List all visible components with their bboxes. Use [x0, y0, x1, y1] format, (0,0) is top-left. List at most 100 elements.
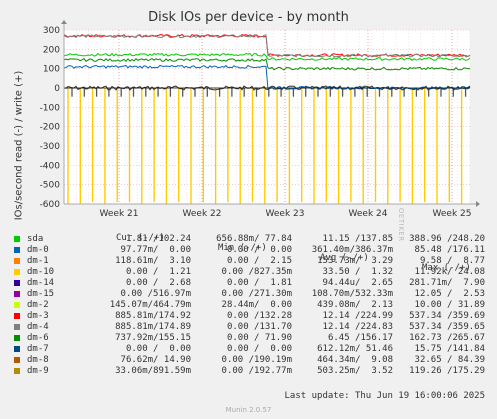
legend-max: 11.92k/ 24.08: [414, 267, 485, 277]
y-tick-label: 200: [43, 45, 60, 55]
chart-plot: 300 200 100 0 -100 -200 -300 -400 -500 -600 Week 2…: [40, 20, 480, 219]
legend-name: dm-9: [27, 366, 49, 376]
header-max: Max (-/+): [422, 263, 471, 273]
header-min: Min (-/+): [218, 243, 267, 253]
legend-avg: 153.73m/ 3.29: [317, 256, 393, 266]
y-tick-label: 100: [43, 65, 60, 75]
y-tick-label: -600: [40, 200, 61, 210]
legend-min: 0.00 / 0.00: [226, 344, 292, 354]
legend-cur: 885.81m/174.92: [115, 311, 191, 321]
x-tick-label: Week 21: [100, 209, 139, 219]
legend-row: sda 1.81 /102.24 656.88m/ 77.84 11.15 /137.…: [0, 234, 497, 245]
legend-max: 85.48 /176.11: [414, 245, 485, 255]
series-lines: [63, 33, 471, 204]
munin-version: Munin 2.0.57: [225, 406, 272, 414]
legend-row: dm-2 145.07m/464.79m 28.44m/ 0.00 439.08m/ …: [0, 300, 497, 311]
legend-max: 12.05 / 2.53: [414, 289, 485, 299]
last-update: Last update: Thu Jun 19 16:00:06 2025: [284, 391, 485, 401]
legend-avg: 108.70m/532.33m: [311, 289, 393, 299]
legend-cur: 737.92m/155.15: [115, 333, 191, 343]
legend-cur: 118.61m/ 3.10: [115, 256, 191, 266]
legend-name: dm-1: [27, 256, 49, 266]
legend-cur: 0.00 / 0.00: [125, 344, 191, 354]
legend-row: dm-3 885.81m/174.92 0.00 /132.28 12.14 /224…: [0, 311, 497, 322]
legend-min: 656.88m/ 77.84: [216, 234, 292, 244]
legend-max: 10.00 / 31.89: [414, 300, 485, 310]
legend-swatch: [14, 269, 20, 275]
legend-max: 162.73 /265.67: [409, 333, 485, 343]
legend-swatch: [14, 280, 20, 286]
legend-row: dm-4 885.81m/174.89 0.00 /131.70 12.14 /224…: [0, 322, 497, 333]
legend-max: 119.26 /175.29: [409, 366, 485, 376]
legend-name: dm-8: [27, 355, 49, 365]
legend-swatch: [14, 346, 20, 352]
legend-min: 0.00 / 0.00: [226, 245, 292, 255]
legend-min: 0.00 / 2.15: [226, 256, 292, 266]
legend-name: dm-6: [27, 333, 49, 343]
legend-min: 0.00 /132.28: [226, 311, 292, 321]
legend-cur: 76.62m/ 14.90: [120, 355, 191, 365]
legend-cur: 0.00 /516.97m: [120, 289, 191, 299]
legend-min: 0.00 / 71.90: [226, 333, 292, 343]
legend-name: dm-10: [27, 267, 55, 277]
legend-cur: 1.81 /102.24: [125, 234, 191, 244]
legend-row: dm-10 0.00 / 1.21 0.00 /827.35m 33.50 / 1.3…: [0, 267, 497, 278]
legend-name: dm-3: [27, 311, 49, 321]
legend-row: dm-6 737.92m/155.15 0.00 / 71.90 6.45 /156.…: [0, 333, 497, 344]
y-tick-label: -500: [40, 181, 61, 191]
legend-row: dm-1 118.61m/ 3.10 0.00 / 2.15 153.73m/ 3.2…: [0, 256, 497, 267]
legend-min: 0.00 /827.35m: [221, 267, 292, 277]
legend-avg: 612.12m/ 51.46: [317, 344, 393, 354]
legend-name: dm-15: [27, 289, 55, 299]
legend-max: 281.71m/ 7.90: [409, 278, 485, 288]
legend-swatch: [14, 313, 20, 319]
legend-swatch: [14, 247, 20, 253]
legend-cur: 885.81m/174.89: [115, 322, 191, 332]
legend-row: dm-15 0.00 /516.97m 0.00 /271.30m 108.70m/5…: [0, 289, 497, 300]
legend-min: 0.00 /192.77m: [221, 366, 292, 376]
legend-avg: 503.25m/ 3.52: [317, 366, 393, 376]
legend-row: dm-14 0.00 / 2.68 0.00 / 1.81 94.44u/ 2.65 2…: [0, 278, 497, 289]
legend-avg: 33.50 / 1.32: [322, 267, 393, 277]
x-tick-label: Week 25: [433, 209, 472, 219]
legend-swatch: [14, 335, 20, 341]
y-axis-arrow: [61, 20, 67, 24]
legend-min: 0.00 / 1.81: [226, 278, 292, 288]
legend-name: dm-4: [27, 322, 49, 332]
plot-area: [64, 30, 470, 204]
legend-max: 537.34 /359.65: [409, 322, 485, 332]
legend-cur: 97.77m/ 0.00: [120, 245, 191, 255]
legend-avg: 439.08m/ 2.13: [317, 300, 393, 310]
legend-max: 9.58 / 8.77: [419, 256, 485, 266]
series-line-dm-4: [63, 34, 471, 58]
header-avg: Avg (-/+): [320, 253, 369, 263]
legend-avg: 94.44u/ 2.65: [322, 278, 393, 288]
legend-name: dm-0: [27, 245, 49, 255]
legend-name: dm-14: [27, 278, 55, 288]
legend-cur: 145.07m/464.79m: [109, 300, 191, 310]
header-cur: Cur (-/+): [116, 233, 165, 243]
legend-avg: 6.45 /156.17: [327, 333, 393, 343]
legend-cur: 0.00 / 1.21: [125, 267, 191, 277]
legend-cur: 33.06m/891.59m: [115, 366, 191, 376]
legend-row: dm-7 0.00 / 0.00 0.00 / 0.00 612.12m/ 51.46…: [0, 344, 497, 355]
series-line-sda: [63, 52, 471, 61]
legend-avg: 464.34m/ 9.08: [317, 355, 393, 365]
legend-max: 32.65 / 84.39: [414, 355, 485, 365]
legend-swatch: [14, 236, 20, 242]
axes: 300 200 100 0 -100 -200 -300 -400 -500 -600 Week 2…: [40, 20, 480, 219]
x-tick-label: Week 23: [266, 209, 305, 219]
legend-swatch: [14, 302, 20, 308]
y-tick-label: -300: [40, 142, 61, 152]
legend-max: 388.96 /248.20: [409, 234, 485, 244]
legend-avg: 12.14 /224.99: [322, 311, 393, 321]
x-tick-label: Week 24: [349, 209, 388, 219]
legend-avg: 11.15 /137.85: [322, 234, 393, 244]
chart-title: Disk IOs per device - by month: [148, 10, 349, 25]
x-axis-arrow: [476, 201, 480, 207]
y-tick-label: 300: [43, 26, 60, 36]
legend-min: 0.00 /131.70: [226, 322, 292, 332]
legend-swatch: [14, 291, 20, 297]
legend-avg: 361.40m/386.37m: [311, 245, 393, 255]
legend-row: dm-8 76.62m/ 14.90 0.00 /190.19m 464.34m/ 9…: [0, 355, 497, 366]
